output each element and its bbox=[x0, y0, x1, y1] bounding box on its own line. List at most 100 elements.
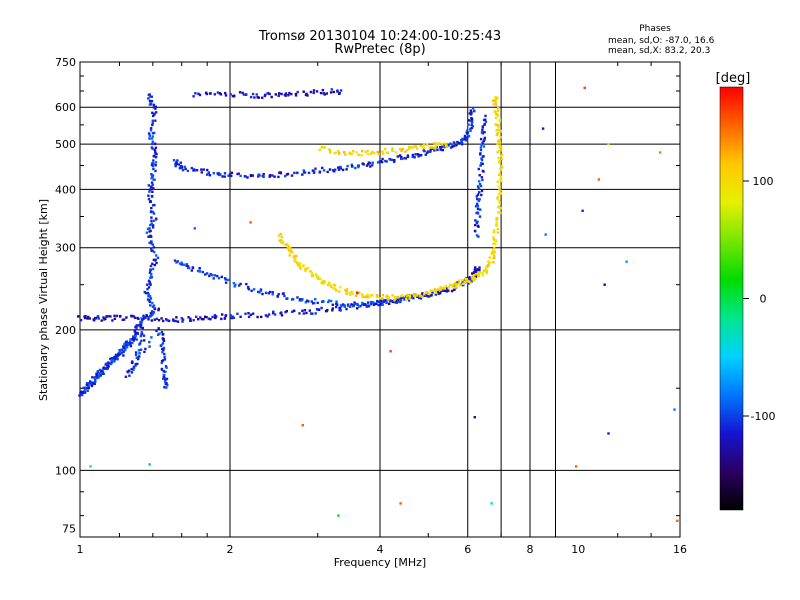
data-point bbox=[79, 318, 83, 322]
data-point bbox=[153, 113, 156, 116]
data-point bbox=[497, 140, 500, 143]
data-point bbox=[200, 317, 204, 321]
data-point bbox=[337, 514, 340, 517]
data-point bbox=[319, 91, 323, 95]
data-point bbox=[151, 121, 154, 125]
phase-stats-line-x: mean, sd,X: 83.2, 20.3 bbox=[608, 46, 710, 56]
data-point bbox=[451, 145, 454, 148]
data-point bbox=[303, 309, 307, 312]
data-point bbox=[480, 161, 483, 165]
data-point bbox=[466, 129, 469, 132]
data-point bbox=[142, 314, 145, 317]
data-point bbox=[472, 274, 476, 277]
data-point bbox=[102, 367, 105, 370]
data-point bbox=[132, 315, 135, 318]
data-point bbox=[433, 149, 436, 152]
data-point bbox=[138, 352, 141, 355]
data-point bbox=[152, 212, 156, 215]
data-point bbox=[457, 141, 461, 145]
data-point bbox=[469, 281, 472, 284]
data-point bbox=[494, 96, 497, 99]
x-tick-label: 6 bbox=[464, 543, 471, 556]
data-point bbox=[479, 184, 483, 188]
data-point bbox=[152, 162, 155, 165]
colorbar-ticks: 100 0 -100 bbox=[743, 175, 775, 423]
data-point bbox=[480, 143, 483, 147]
data-point bbox=[152, 246, 156, 249]
data-point bbox=[302, 90, 305, 93]
data-point bbox=[153, 131, 156, 135]
data-point bbox=[455, 283, 458, 286]
data-point bbox=[480, 193, 483, 197]
data-point bbox=[419, 144, 422, 147]
data-point bbox=[197, 92, 200, 95]
data-point bbox=[185, 264, 188, 267]
data-point bbox=[242, 93, 246, 96]
data-point bbox=[154, 161, 158, 164]
data-point bbox=[481, 141, 484, 144]
data-point bbox=[157, 319, 161, 322]
data-point bbox=[251, 92, 255, 96]
data-point bbox=[217, 172, 220, 175]
data-point bbox=[393, 295, 396, 299]
data-point bbox=[98, 375, 101, 378]
data-point bbox=[495, 239, 498, 243]
data-point bbox=[280, 314, 284, 317]
data-point bbox=[257, 96, 260, 99]
data-point bbox=[478, 215, 482, 218]
data-point bbox=[368, 162, 372, 165]
data-point bbox=[443, 142, 447, 145]
data-point bbox=[393, 160, 396, 164]
data-point bbox=[237, 284, 241, 287]
data-point bbox=[449, 283, 452, 287]
y-tick-label: 100 bbox=[55, 464, 76, 477]
data-point bbox=[232, 316, 235, 319]
data-point bbox=[329, 91, 333, 94]
data-point bbox=[128, 340, 132, 344]
data-point bbox=[348, 152, 351, 155]
data-point bbox=[143, 339, 146, 342]
data-point bbox=[162, 338, 165, 342]
data-points bbox=[77, 86, 679, 522]
data-point bbox=[475, 195, 478, 198]
data-point bbox=[607, 432, 610, 435]
data-point bbox=[419, 297, 423, 300]
data-point bbox=[466, 279, 469, 282]
data-point bbox=[478, 180, 481, 183]
data-point bbox=[148, 103, 151, 106]
data-point bbox=[291, 310, 294, 313]
data-point bbox=[137, 324, 140, 327]
data-point bbox=[397, 300, 401, 304]
data-point bbox=[338, 152, 341, 155]
data-point bbox=[393, 299, 396, 302]
data-point bbox=[152, 219, 156, 222]
data-point bbox=[345, 292, 348, 295]
data-point bbox=[372, 303, 376, 306]
data-point bbox=[150, 194, 154, 198]
data-point bbox=[445, 287, 448, 290]
data-point bbox=[334, 151, 338, 154]
data-point bbox=[497, 173, 501, 176]
data-point bbox=[154, 259, 157, 262]
data-point bbox=[442, 287, 445, 290]
data-point bbox=[190, 269, 193, 272]
data-point bbox=[332, 90, 335, 94]
data-point bbox=[453, 288, 456, 291]
data-point bbox=[134, 364, 137, 367]
data-point bbox=[89, 380, 92, 383]
data-point bbox=[147, 93, 150, 97]
data-point bbox=[151, 210, 155, 214]
data-point bbox=[162, 370, 165, 373]
data-point bbox=[228, 173, 232, 176]
data-point bbox=[385, 301, 388, 305]
data-point bbox=[461, 282, 464, 285]
data-point bbox=[360, 154, 363, 157]
data-point bbox=[410, 296, 414, 299]
data-point bbox=[294, 260, 297, 264]
data-point bbox=[467, 280, 470, 283]
data-point bbox=[153, 250, 156, 254]
data-point bbox=[130, 371, 134, 374]
data-point bbox=[82, 386, 85, 390]
data-point bbox=[478, 174, 481, 177]
data-point bbox=[175, 161, 178, 164]
